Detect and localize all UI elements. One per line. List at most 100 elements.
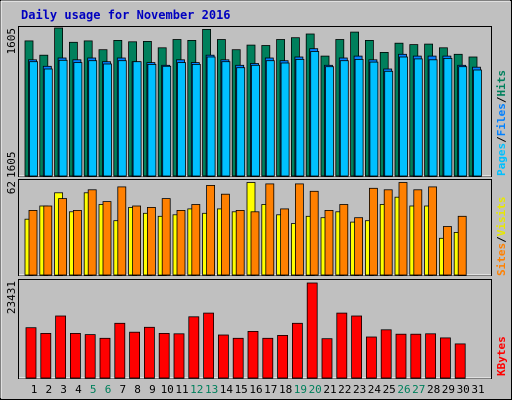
kbytes-bar (129, 331, 141, 379)
pages-bar (43, 68, 53, 177)
sites-bar (413, 189, 423, 276)
day-label: 17 (264, 383, 277, 396)
sites-bar (102, 201, 112, 276)
sites-bar (191, 204, 201, 276)
pages-bar (428, 59, 438, 177)
day-label: 9 (149, 383, 156, 396)
day-label: 4 (75, 383, 82, 396)
pages-bar (265, 60, 275, 177)
pages-bar (399, 56, 408, 177)
pages-bar (280, 62, 290, 177)
sites-bar (368, 187, 378, 276)
day-label: 10 (161, 383, 174, 396)
day-label: 5 (90, 383, 97, 396)
kbytes-bar (232, 337, 244, 379)
pages-bar (354, 59, 364, 177)
day-label: 24 (368, 383, 382, 396)
kbytes-bar (188, 316, 200, 379)
sites-bar (428, 186, 438, 276)
day-label: 3 (60, 383, 67, 396)
kbytes-bar (351, 315, 363, 379)
sites-bar (383, 189, 393, 276)
sites-bar (354, 217, 364, 276)
panel1-max-label-repeat: 1605 (5, 152, 18, 179)
kbytes-bar (321, 338, 333, 379)
kbytes-bar (291, 322, 303, 379)
day-label: 15 (235, 383, 248, 396)
legend-sep-1: / (495, 136, 508, 143)
chart-title: Daily usage for November 2016 (21, 8, 231, 22)
kbytes-bar (40, 332, 52, 379)
pages-bar (58, 59, 68, 177)
day-label: 28 (427, 383, 440, 396)
day-label: 8 (134, 383, 141, 396)
pages-bar (103, 63, 112, 177)
pages-bar (473, 69, 482, 177)
day-label: 23 (353, 383, 366, 396)
legend-kbytes: KBytes (495, 336, 508, 376)
day-label: 31 (471, 383, 484, 396)
sites-bar (161, 198, 171, 276)
sites-bar (265, 183, 275, 276)
kbytes-bar (84, 334, 96, 379)
sites-bar (250, 211, 260, 276)
sites-bar (235, 209, 245, 276)
kbytes-bar (25, 327, 37, 379)
legend-sites: Sites (495, 243, 508, 276)
pages-bar (236, 67, 246, 177)
kbytes-bar (114, 322, 126, 379)
pages-bar (221, 61, 231, 177)
day-label: 11 (175, 383, 188, 396)
kbytes-bar (454, 343, 466, 379)
panel1-bars (24, 27, 482, 177)
kbytes-bar (99, 337, 111, 379)
sites-bar (220, 193, 230, 276)
kbytes-bar (410, 333, 422, 379)
day-label: 16 (249, 383, 262, 396)
kbytes-bar (380, 329, 392, 379)
kbytes-bar (306, 282, 318, 379)
sites-bar (176, 209, 186, 276)
kbytes-bar (425, 333, 437, 379)
pages-bar (413, 58, 423, 177)
pages-bar (310, 51, 320, 177)
sites-bar (206, 184, 216, 276)
pages-bar (132, 61, 142, 177)
pages-bar (443, 58, 453, 177)
kbytes-bar (143, 326, 155, 379)
sites-bar (43, 205, 53, 276)
pages-bar (369, 61, 379, 177)
kbytes-bar (55, 315, 66, 379)
pages-bar (177, 62, 186, 177)
kbytes-bar (158, 332, 170, 379)
sites-bar (117, 186, 127, 276)
kbytes-bar (173, 333, 185, 379)
day-label: 2 (45, 383, 52, 396)
pages-bar (88, 60, 98, 177)
panel2-bars (24, 182, 467, 276)
sites-bar (324, 209, 334, 276)
pages-bar (147, 64, 157, 177)
sites-bar (339, 204, 349, 276)
pages-bar (458, 66, 468, 177)
pages-bar (117, 60, 127, 177)
sites-bar (457, 215, 467, 276)
pages-bar (29, 61, 38, 177)
panel1-legend: Pages/Files/Hits (495, 70, 508, 176)
sites-bar (294, 183, 304, 276)
day-label: 26 (397, 383, 410, 396)
day-label: 12 (190, 383, 203, 396)
day-label: 20 (309, 383, 322, 396)
panel3-max-label: 23431 (5, 281, 18, 314)
kbytes-bar (247, 330, 259, 379)
day-label: 6 (105, 383, 112, 396)
day-labels: 1 2 3 4 5 6 7 8 9 10 11 12 13 14 15 16 17 18 19 20 21 22 23 24 2… (31, 383, 485, 396)
kbytes-bar (203, 312, 215, 379)
day-label: 29 (442, 383, 455, 396)
pages-bar (339, 60, 349, 177)
legend-hits: Hits (495, 70, 508, 97)
pages-bar (251, 64, 260, 177)
kbytes-bar (262, 337, 274, 379)
legend-sep-2: / (495, 96, 508, 103)
legend-pages: Pages (495, 143, 508, 176)
